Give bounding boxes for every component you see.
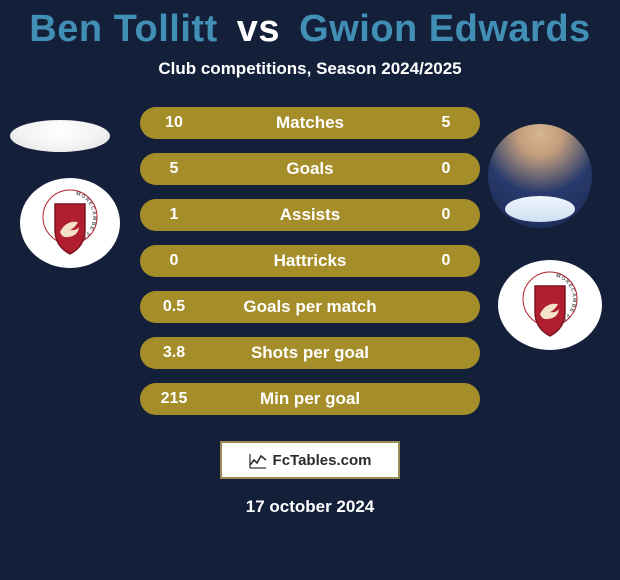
stat-label: Goals <box>204 159 416 179</box>
date-text: 17 october 2024 <box>246 497 375 517</box>
stat-row: 5 Goals 0 <box>140 153 480 185</box>
page-title: Ben Tollitt vs Gwion Edwards <box>29 8 590 51</box>
stat-row: 0.5 Goals per match <box>140 291 480 323</box>
stat-label: Shots per goal <box>204 343 416 363</box>
stat-row: 1 Assists 0 <box>140 199 480 231</box>
stat-label: Matches <box>204 113 416 133</box>
stats-list: 10 Matches 5 5 Goals 0 1 Assists 0 0 Hat… <box>140 107 480 415</box>
stat-left-value: 1 <box>144 206 204 224</box>
stat-right-value: 0 <box>416 160 476 178</box>
stat-row: 3.8 Shots per goal <box>140 337 480 369</box>
vs-text: vs <box>237 8 280 50</box>
player2-avatar <box>488 124 592 228</box>
shield-icon: MORECAMBE FC <box>41 188 99 258</box>
player1-name: Ben Tollitt <box>29 8 217 50</box>
stat-left-value: 215 <box>144 390 204 408</box>
comparison-card: Ben Tollitt vs Gwion Edwards Club compet… <box>0 0 620 580</box>
stat-row: 0 Hattricks 0 <box>140 245 480 277</box>
stat-label: Goals per match <box>204 297 416 317</box>
branding-badge: FcTables.com <box>220 441 400 479</box>
player1-avatar-placeholder <box>10 120 110 152</box>
stat-right-value: 0 <box>416 252 476 270</box>
stat-row: 10 Matches 5 <box>140 107 480 139</box>
player2-name: Gwion Edwards <box>299 8 591 50</box>
stat-row: 215 Min per goal <box>140 383 480 415</box>
stat-label: Hattricks <box>204 251 416 271</box>
stat-left-value: 10 <box>144 114 204 132</box>
stat-left-value: 3.8 <box>144 344 204 362</box>
stat-right-value: 5 <box>416 114 476 132</box>
stat-right-value: 0 <box>416 206 476 224</box>
player1-club-crest: MORECAMBE FC <box>20 178 120 268</box>
stat-left-value: 5 <box>144 160 204 178</box>
branding-text: FcTables.com <box>273 452 372 469</box>
stat-left-value: 0.5 <box>144 298 204 316</box>
stat-left-value: 0 <box>144 252 204 270</box>
player2-club-crest: MORECAMBE FC <box>498 260 602 350</box>
stat-label: Assists <box>204 205 416 225</box>
stat-label: Min per goal <box>204 389 416 409</box>
shield-icon: MORECAMBE FC <box>521 270 579 340</box>
subtitle: Club competitions, Season 2024/2025 <box>158 59 461 79</box>
chart-icon <box>249 451 267 469</box>
